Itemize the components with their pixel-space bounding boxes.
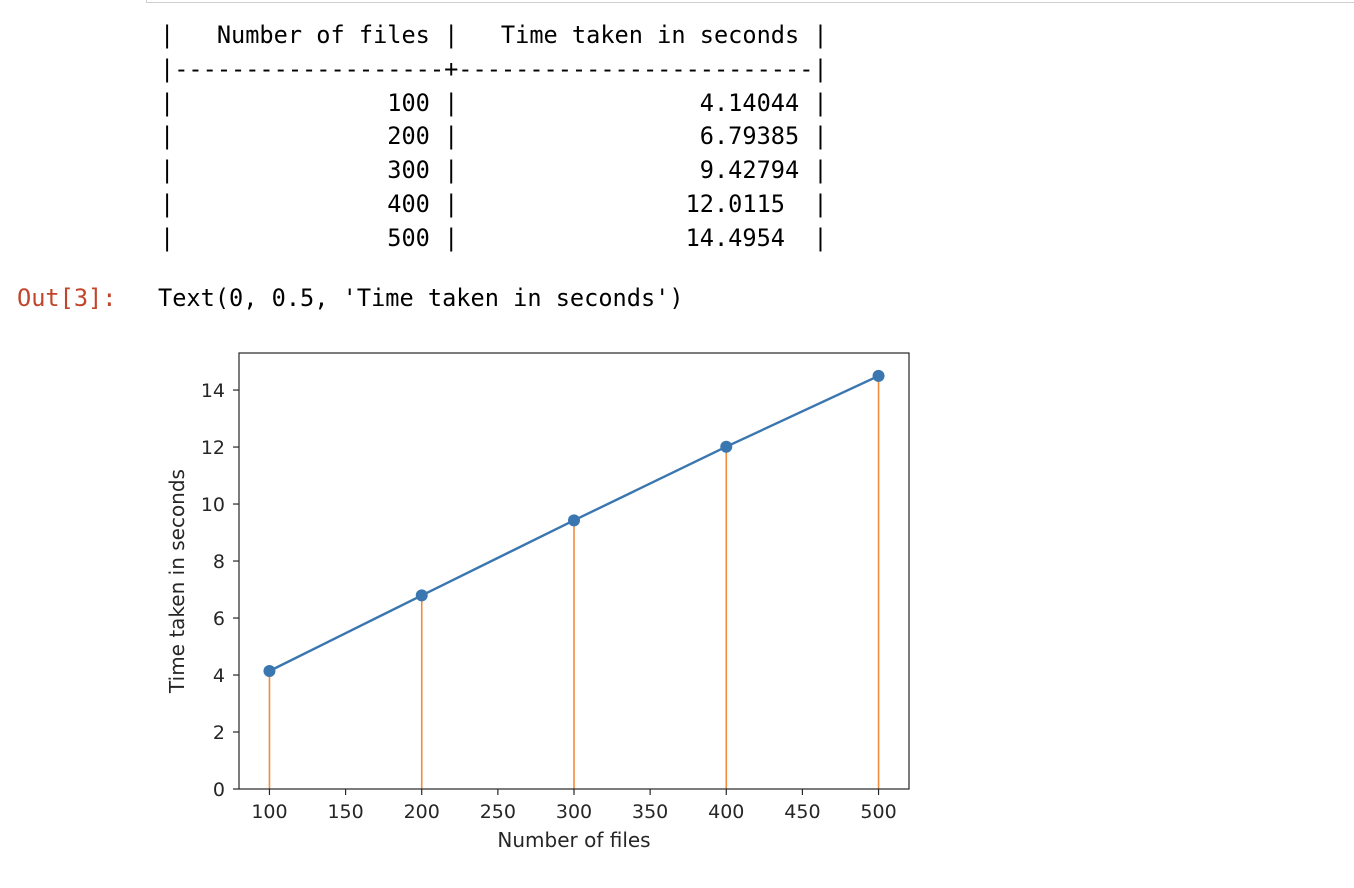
data-point [568,514,580,527]
table-row: | 500 | 14.4954 | [160,223,828,252]
data-point [872,369,885,382]
y-tick-label: 14 [201,380,225,402]
x-tick-label: 450 [784,801,820,823]
data-point [720,440,733,453]
x-tick-label: 150 [327,801,363,823]
marker-series [263,369,885,678]
line-chart: 100 150 200 250 300 350 400 450 500 02468101214 … [165,352,910,852]
data-point [263,665,276,678]
table-separator-line: |-------------------+-------------------… [160,54,828,83]
output-text: Text(0, 0.5, 'Time taken in seconds') [158,284,684,312]
x-tick-label: 200 [404,801,440,823]
y-tick-label: 6 [213,608,225,630]
data-point [415,589,428,602]
x-axis-ticks: 100 150 200 250 300 350 400 450 500 [251,789,897,823]
ascii-results-table: | Number of files | Time taken in second… [160,19,828,256]
x-tick-label: 100 [251,801,287,823]
y-tick-label: 0 [213,779,225,801]
x-tick-label: 250 [480,801,516,823]
x-tick-label: 400 [708,801,744,823]
y-tick-label: 8 [213,551,225,573]
x-axis-label: Number of files [497,828,650,852]
x-tick-label: 500 [860,801,896,823]
table-row: | 400 | 12.0115 | [160,189,828,218]
cell-top-border [146,0,1354,3]
y-tick-label: 4 [213,665,225,687]
x-tick-label: 350 [632,801,668,823]
y-axis-ticks: 0 2 4 6 8 10 12 14 [201,380,239,801]
x-tick-label: 300 [556,801,592,823]
table-header-line: | Number of files | Time taken in second… [160,21,828,49]
y-axis-label: Time taken in seconds [165,469,189,694]
y-tick-label: 10 [201,494,225,516]
table-row: | 200 | 6.79385 | [160,122,828,151]
table-row: | 300 | 9.42794 | [160,156,828,185]
y-tick-label: 2 [213,722,225,744]
stem-series [268,375,880,789]
y-tick-label: 12 [201,437,225,459]
table-row: | 100 | 4.14044 | [160,88,828,117]
output-prompt: Out[3]: [17,284,117,312]
